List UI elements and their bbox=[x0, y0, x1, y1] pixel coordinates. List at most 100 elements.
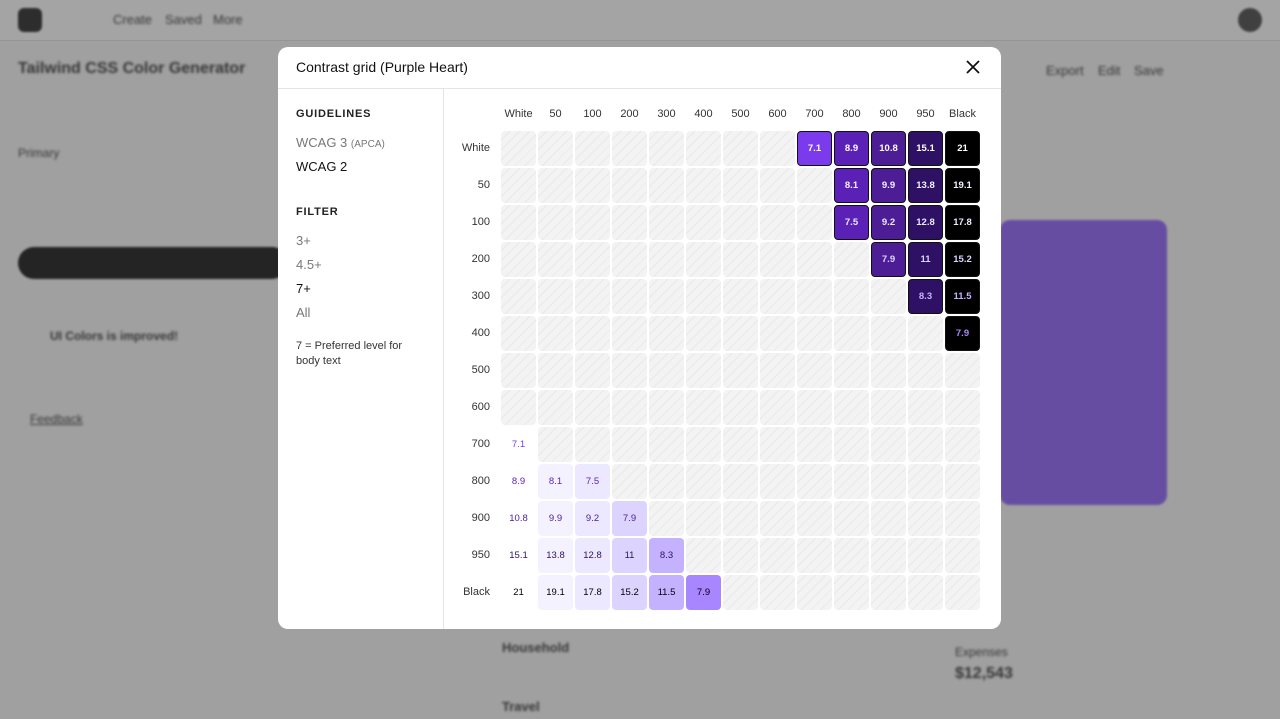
empty-cell bbox=[945, 427, 980, 462]
contrast-cell: 7.5 bbox=[575, 464, 610, 499]
empty-cell bbox=[575, 390, 610, 425]
empty-cell bbox=[575, 316, 610, 351]
empty-cell bbox=[834, 575, 869, 610]
list-item: Travel bbox=[502, 699, 540, 714]
empty-cell bbox=[723, 168, 758, 203]
guideline-option[interactable]: WCAG 2 bbox=[296, 159, 348, 174]
modal-header: Contrast grid (Purple Heart) bbox=[278, 47, 1001, 89]
row-label: 700 bbox=[471, 438, 490, 450]
guideline-option[interactable]: WCAG 3 (APCA) bbox=[296, 135, 385, 150]
empty-cell bbox=[538, 131, 573, 166]
empty-cell bbox=[612, 242, 647, 277]
contrast-cell: 7.1 bbox=[501, 427, 536, 462]
contrast-cell: 15.1 bbox=[501, 538, 536, 573]
empty-cell bbox=[797, 242, 832, 277]
close-button[interactable] bbox=[966, 60, 980, 74]
empty-cell bbox=[871, 427, 906, 462]
contrast-cell: 8.1 bbox=[834, 168, 869, 203]
filter-option[interactable]: 7+ bbox=[296, 281, 311, 296]
avatar[interactable] bbox=[1238, 8, 1262, 32]
contrast-cell: 7.1 bbox=[797, 131, 832, 166]
section-heading: GUIDELINES bbox=[296, 108, 372, 120]
contrast-cell: 9.2 bbox=[871, 205, 906, 240]
nav-link[interactable]: More bbox=[213, 12, 243, 27]
empty-cell bbox=[834, 464, 869, 499]
action[interactable]: Edit bbox=[1098, 63, 1121, 78]
contrast-cell: 15.1 bbox=[908, 131, 943, 166]
row-label: White bbox=[461, 142, 490, 154]
modal-title: Contrast grid (Purple Heart) bbox=[296, 59, 468, 75]
contrast-cell: 12.8 bbox=[575, 538, 610, 573]
empty-cell bbox=[908, 501, 943, 536]
empty-cell bbox=[871, 501, 906, 536]
empty-cell bbox=[649, 242, 684, 277]
notice-title: UI Colors is improved! bbox=[50, 329, 179, 343]
empty-cell bbox=[797, 427, 832, 462]
page-heading: Tailwind CSS Color Generator bbox=[18, 60, 246, 77]
contrast-cell: 19.1 bbox=[945, 168, 980, 203]
empty-cell bbox=[501, 205, 536, 240]
empty-cell bbox=[797, 538, 832, 573]
empty-cell bbox=[723, 205, 758, 240]
empty-cell bbox=[760, 464, 795, 499]
empty-cell bbox=[797, 390, 832, 425]
nav-link[interactable]: Create bbox=[113, 12, 153, 27]
column-label: 400 bbox=[694, 108, 713, 120]
empty-cell bbox=[501, 131, 536, 166]
contrast-cell: 19.1 bbox=[538, 575, 573, 610]
empty-cell bbox=[760, 538, 795, 573]
column-label: 300 bbox=[657, 108, 676, 120]
empty-cell bbox=[834, 427, 869, 462]
empty-cell bbox=[575, 427, 610, 462]
contrast-cell: 11 bbox=[908, 242, 943, 277]
empty-cell bbox=[908, 390, 943, 425]
button[interactable] bbox=[18, 247, 288, 279]
empty-cell bbox=[723, 353, 758, 388]
row-label: 900 bbox=[471, 512, 490, 524]
empty-cell bbox=[760, 168, 795, 203]
row-label: 950 bbox=[471, 549, 490, 561]
empty-cell bbox=[649, 353, 684, 388]
contrast-cell: 8.1 bbox=[538, 464, 573, 499]
filter-option[interactable]: 3+ bbox=[296, 233, 311, 248]
filter-option[interactable]: 4.5+ bbox=[296, 257, 322, 272]
empty-cell bbox=[945, 538, 980, 573]
column-label: 50 bbox=[549, 108, 562, 120]
empty-cell bbox=[908, 464, 943, 499]
action[interactable]: Save bbox=[1134, 63, 1164, 78]
empty-cell bbox=[649, 390, 684, 425]
empty-cell bbox=[686, 427, 721, 462]
link[interactable]: Feedback bbox=[30, 412, 83, 426]
row-label: 300 bbox=[471, 290, 490, 302]
empty-cell bbox=[612, 353, 647, 388]
empty-cell bbox=[649, 168, 684, 203]
row-label: 100 bbox=[471, 216, 490, 228]
contrast-cell: 10.8 bbox=[501, 501, 536, 536]
empty-cell bbox=[797, 316, 832, 351]
contrast-cell: 7.9 bbox=[612, 501, 647, 536]
empty-cell bbox=[797, 205, 832, 240]
empty-cell bbox=[538, 242, 573, 277]
empty-cell bbox=[575, 131, 610, 166]
column-label: White bbox=[504, 108, 533, 120]
empty-cell bbox=[723, 427, 758, 462]
row-label: 400 bbox=[471, 327, 490, 339]
empty-cell bbox=[612, 168, 647, 203]
empty-cell bbox=[649, 464, 684, 499]
empty-cell bbox=[686, 168, 721, 203]
row-label: 800 bbox=[471, 475, 490, 487]
empty-cell bbox=[945, 501, 980, 536]
empty-cell bbox=[649, 427, 684, 462]
empty-cell bbox=[686, 538, 721, 573]
empty-cell bbox=[649, 205, 684, 240]
empty-cell bbox=[760, 279, 795, 314]
top-bar bbox=[0, 0, 1280, 41]
empty-cell bbox=[501, 279, 536, 314]
nav-link[interactable]: Saved bbox=[165, 12, 202, 27]
row-label: 200 bbox=[471, 253, 490, 265]
empty-cell bbox=[945, 390, 980, 425]
action[interactable]: Export bbox=[1046, 63, 1084, 78]
filter-option[interactable]: All bbox=[296, 305, 311, 320]
contrast-cell: 7.5 bbox=[834, 205, 869, 240]
